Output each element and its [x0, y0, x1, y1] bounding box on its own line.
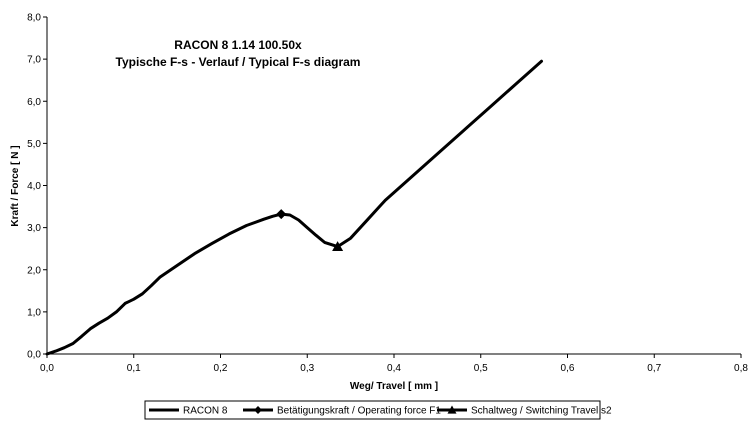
legend-label-racon-8: RACON 8: [183, 406, 228, 417]
x-tick-label: 0,4: [387, 363, 401, 374]
switching-travel-marker: [332, 241, 344, 251]
x-axis: 0,0 0,1 0,2 0,3 0,4 0,5 0,6 0,7 0,8: [40, 353, 748, 374]
x-tick-label: 0,3: [300, 363, 314, 374]
y-tick-label: 6,0: [27, 97, 41, 108]
x-tick-label: 0,1: [127, 363, 141, 374]
y-tick-label: 2,0: [27, 265, 41, 276]
y-axis: 0,0 1,0 2,0 3,0 4,0 5,0 6,0 7,0 8,0: [27, 13, 48, 361]
y-tick-label: 8,0: [27, 13, 41, 24]
legend-triangle-marker: [447, 405, 457, 414]
legend-box: [144, 400, 601, 420]
y-tick-label: 0,0: [27, 350, 41, 361]
x-tick-label: 0,6: [561, 363, 575, 374]
y-axis-title: Kraft / Force [ N ]: [10, 145, 21, 226]
x-tick-label: 0,8: [734, 363, 748, 374]
legend: RACON 8 Betätigungskraft / Operating forc…: [144, 400, 612, 420]
chart-subtitle: Typische F-s - Verlauf / Typical F-s dia…: [116, 55, 361, 69]
chart-title: RACON 8 1.14 100.50x: [174, 38, 302, 52]
x-tick-label: 0,5: [474, 363, 488, 374]
x-axis-title: Weg/ Travel [ mm ]: [350, 381, 438, 392]
y-tick-label: 1,0: [27, 307, 41, 318]
y-tick-label: 4,0: [27, 181, 41, 192]
x-tick-label: 0,2: [214, 363, 228, 374]
x-tick-label: 0,0: [40, 363, 54, 374]
legend-diamond-marker: [254, 406, 262, 414]
legend-label-switching-travel: Schaltweg / Switching Travel s2: [471, 406, 612, 417]
plot-area: [45, 59, 543, 356]
series-line-racon-8: [45, 59, 543, 356]
operating-force-marker: [276, 209, 287, 220]
x-tick-label: 0,7: [647, 363, 661, 374]
y-tick-label: 3,0: [27, 223, 41, 234]
legend-label-operating-force: Betätigungskraft / Operating force F1: [277, 406, 441, 417]
y-tick-label: 7,0: [27, 55, 41, 66]
y-tick-label: 5,0: [27, 139, 41, 150]
